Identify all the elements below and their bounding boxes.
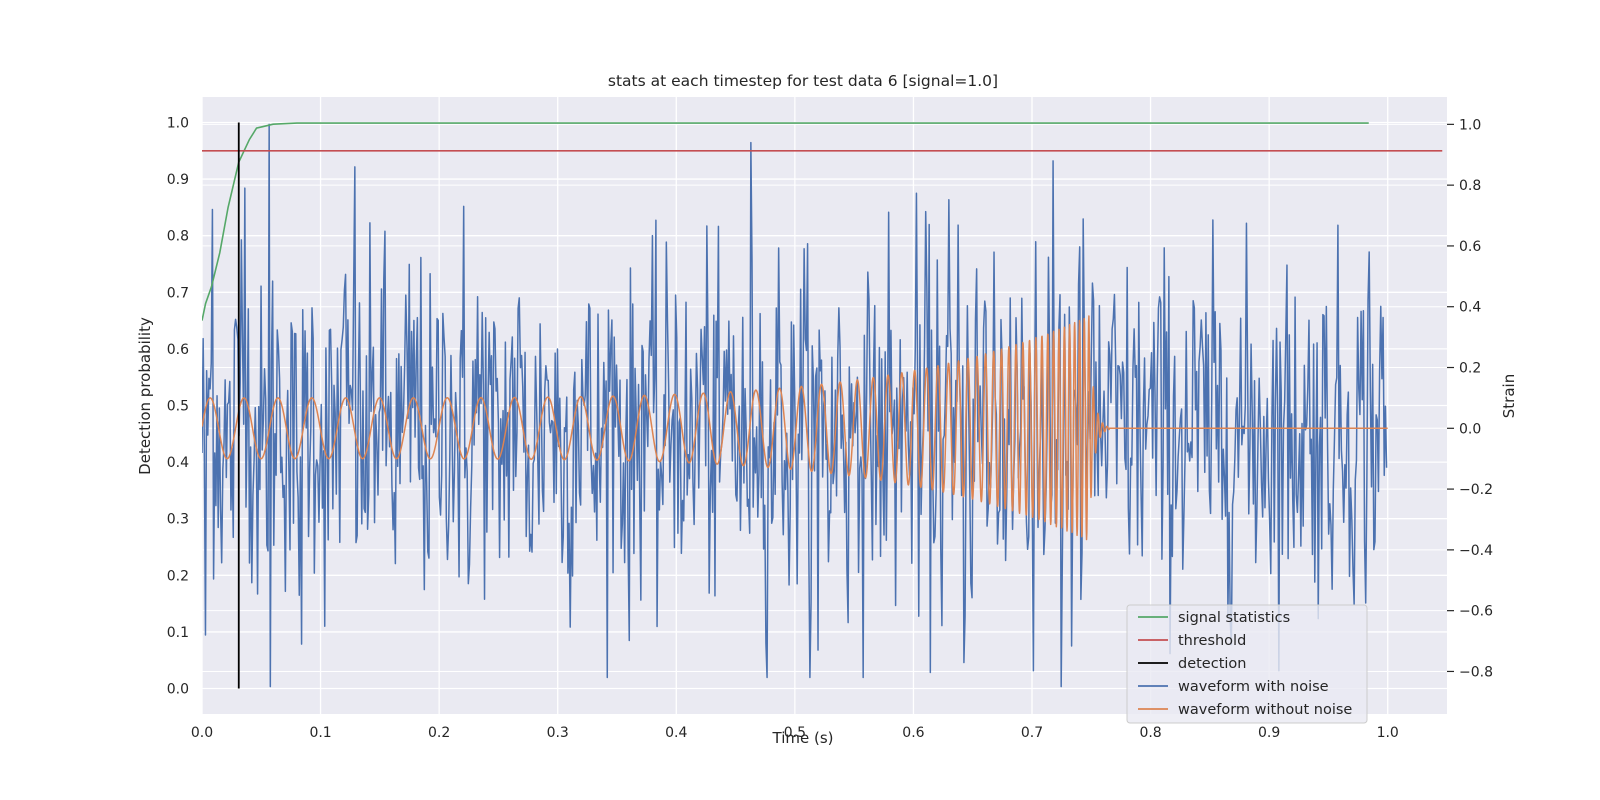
y2-axis-label: Strain <box>1500 374 1518 418</box>
x-tick-label: 0.8 <box>1139 725 1161 741</box>
y-tick-label: 0.8 <box>167 229 189 245</box>
legend-label: threshold <box>1178 633 1246 649</box>
legend-label: detection <box>1178 656 1246 672</box>
y2-tick-label: −0.8 <box>1459 664 1493 680</box>
y2-tick-label: 0.2 <box>1459 361 1481 377</box>
legend-label: signal statistics <box>1178 610 1290 626</box>
x-tick-label: 0.5 <box>784 725 806 741</box>
x-tick-label: 0.9 <box>1258 725 1280 741</box>
x-tick-label: 0.3 <box>547 725 569 741</box>
y-tick-label: 0.3 <box>167 512 189 528</box>
x-tick-label: 0.0 <box>191 725 213 741</box>
y2-tick-label: 0.8 <box>1459 178 1481 194</box>
y2-tick-label: 0.0 <box>1459 421 1481 437</box>
chart-title: stats at each timestep for test data 6 [… <box>608 72 998 90</box>
x-axis: 0.0 0.1 0.2 0.3 0.4 0.5 0.6 0.7 0.8 0.9 1.0 <box>191 725 1399 741</box>
y-tick-label: 0.9 <box>167 172 189 188</box>
series-waveform-with-noise <box>202 123 1388 688</box>
series-signal-statistics <box>202 122 1369 321</box>
x-tick-label: 0.2 <box>428 725 450 741</box>
y2-tick-label: 0.6 <box>1459 239 1481 255</box>
y-tick-label: 1.0 <box>167 115 189 131</box>
x-tick-label: 1.0 <box>1377 725 1399 741</box>
y2-tick-label: −0.6 <box>1459 604 1493 620</box>
legend-label: waveform with noise <box>1178 679 1329 695</box>
y2-tick-label: 1.0 <box>1459 117 1481 133</box>
series-waveform-without-noise <box>202 315 1389 541</box>
legend-frame <box>1126 604 1368 724</box>
y2-tick-label: 0.4 <box>1459 300 1481 316</box>
y-tick-label: 0.1 <box>167 625 189 641</box>
x-tick-label: 0.7 <box>1021 725 1043 741</box>
legend-label: waveform without noise <box>1178 702 1352 718</box>
x-axis-label: Time (s) <box>772 729 834 747</box>
y-axis-left: 0.0 0.1 0.2 0.3 0.4 0.5 0.6 0.7 0.8 0.9 1.0 <box>167 115 189 697</box>
series-layer <box>202 122 1443 689</box>
x-tick-label: 0.4 <box>665 725 687 741</box>
y-tick-label: 0.0 <box>167 682 189 698</box>
y-tick-label: 0.5 <box>167 399 189 415</box>
x-tick-label: 0.6 <box>902 725 924 741</box>
y-axis-label: Detection probability <box>136 317 154 475</box>
y-tick-label: 0.4 <box>167 455 189 471</box>
y-tick-label: 0.2 <box>167 568 189 584</box>
y-tick-label: 0.7 <box>167 285 189 301</box>
y2-tick-label: −0.4 <box>1459 543 1493 559</box>
y-tick-label: 0.6 <box>167 342 189 358</box>
legend: signal statistics threshold detection wavef… <box>1126 604 1368 724</box>
y-axis-right: −0.8 −0.6 −0.4 −0.2 0.0 0.2 0.4 0.6 0.8 1.0 <box>1447 117 1493 680</box>
x-tick-label: 0.1 <box>309 725 331 741</box>
y2-tick-label: −0.2 <box>1459 482 1493 498</box>
